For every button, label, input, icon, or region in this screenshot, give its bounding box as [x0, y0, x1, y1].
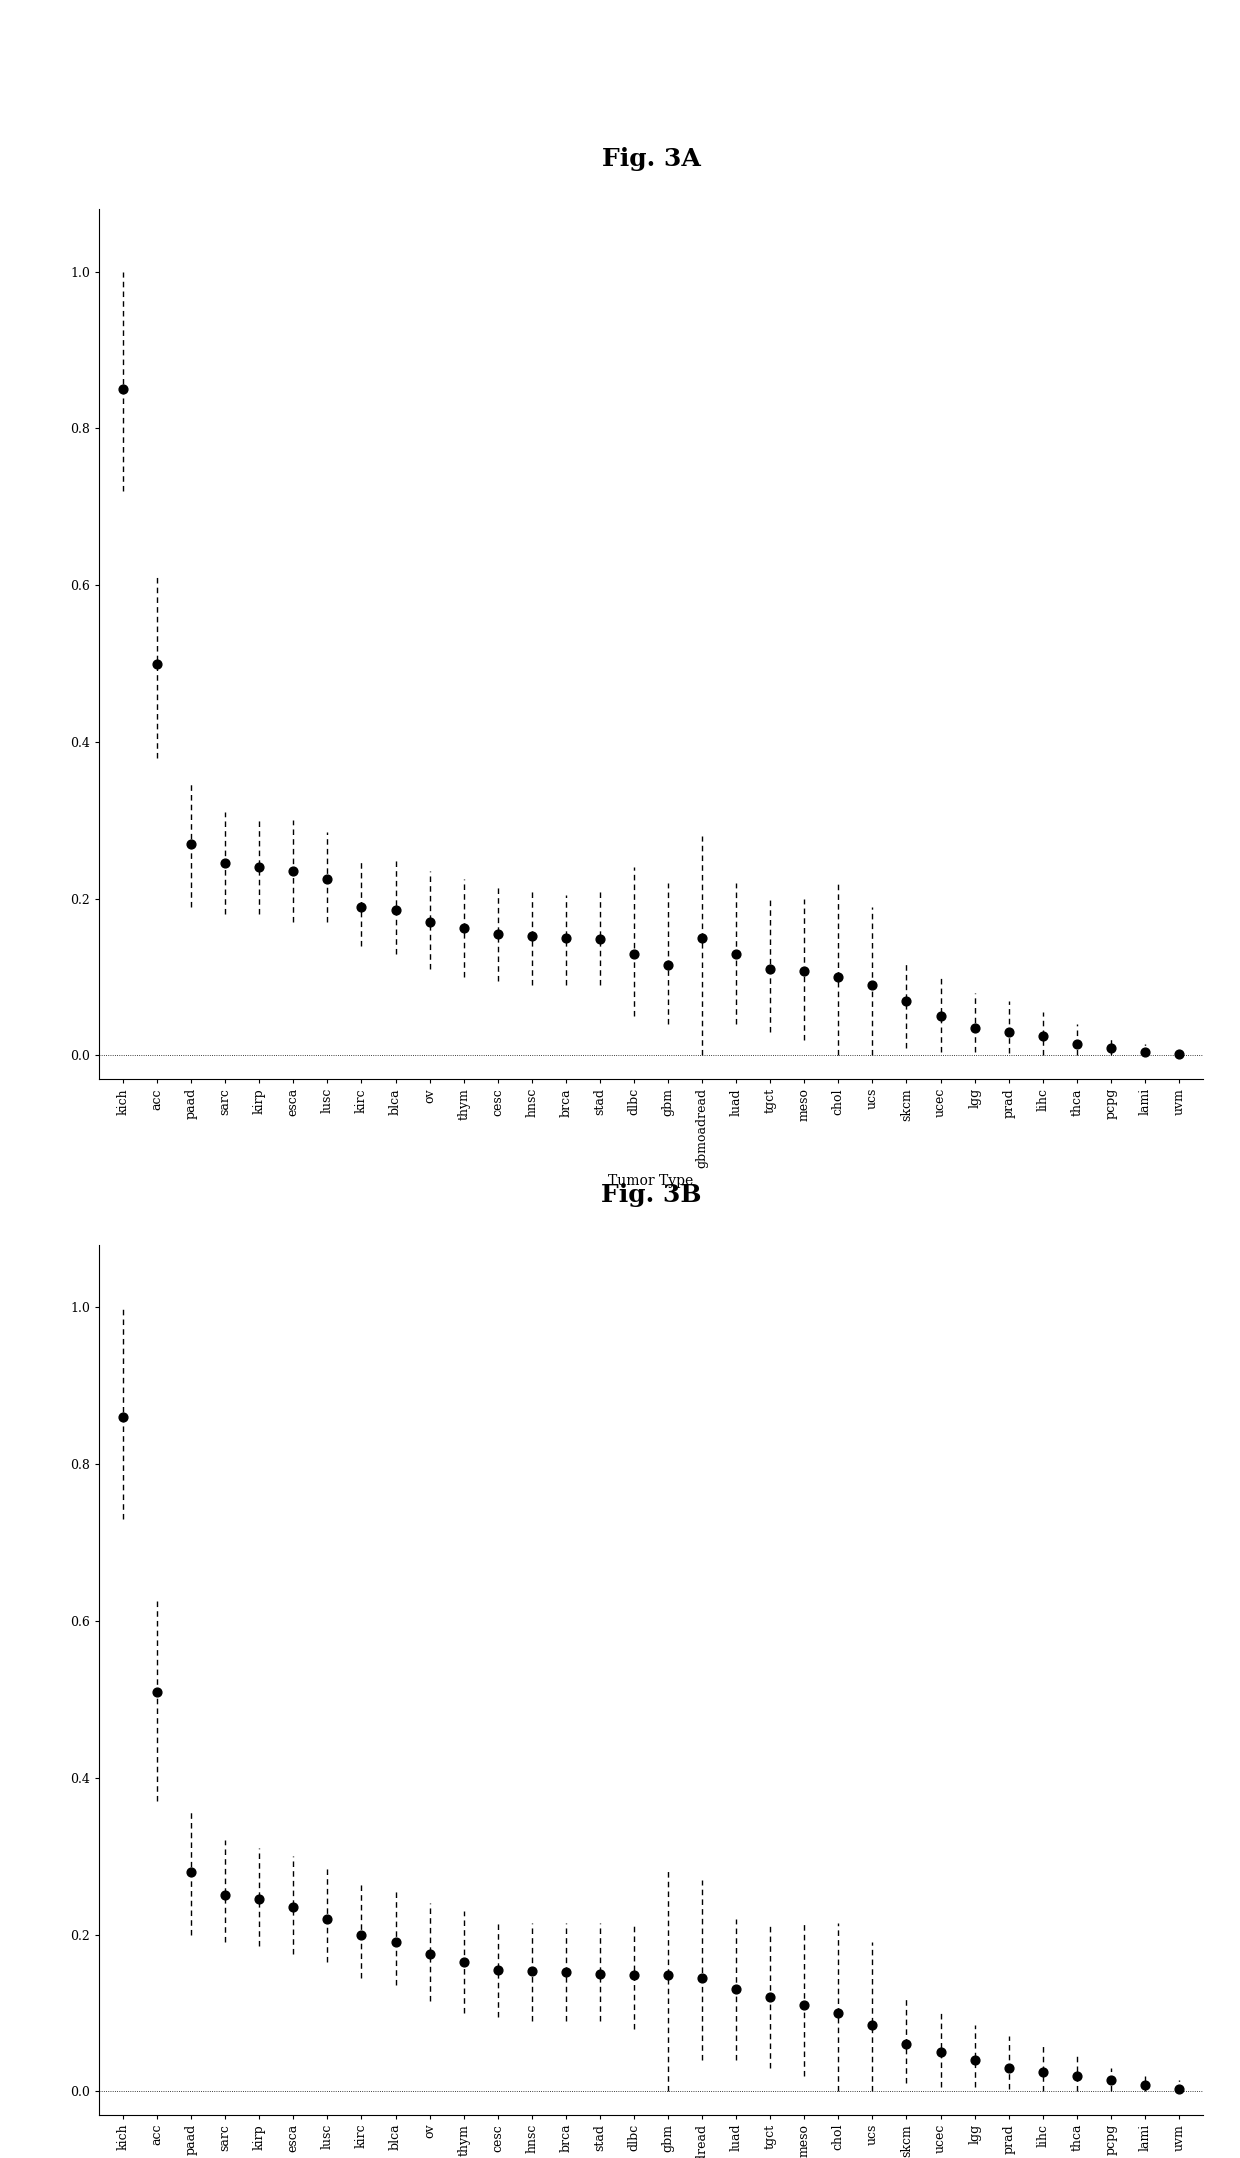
Point	[965, 2044, 985, 2078]
Point	[249, 850, 269, 885]
Point	[556, 1955, 575, 1990]
Point	[216, 846, 236, 880]
Point	[113, 371, 133, 406]
Point	[863, 2007, 883, 2041]
Point	[760, 1981, 780, 2016]
X-axis label: Tumor Type: Tumor Type	[609, 1174, 693, 1187]
Point	[487, 1953, 507, 1988]
Point	[419, 904, 439, 939]
Point	[998, 1014, 1018, 1049]
Text: Fig. 3A: Fig. 3A	[601, 147, 701, 170]
Point	[1033, 1019, 1053, 1053]
Point	[113, 1401, 133, 1435]
Point	[998, 2050, 1018, 2085]
Point	[692, 921, 712, 956]
Point	[317, 1901, 337, 1936]
Point	[249, 1882, 269, 1916]
Point	[897, 984, 916, 1019]
Point	[386, 893, 405, 928]
Point	[352, 1916, 372, 1951]
Point	[658, 1957, 678, 1992]
Point	[760, 952, 780, 986]
Point	[419, 1938, 439, 1972]
Text: Fig. 3B: Fig. 3B	[600, 1183, 702, 1206]
Point	[1033, 2054, 1053, 2089]
Point	[148, 645, 167, 680]
Point	[727, 937, 746, 971]
Point	[624, 937, 644, 971]
Point	[1066, 1027, 1086, 1062]
Point	[556, 921, 575, 956]
Point	[590, 1957, 610, 1992]
Point	[965, 1010, 985, 1044]
Point	[1101, 1029, 1121, 1064]
Point	[828, 1996, 848, 2031]
Point	[148, 1675, 167, 1709]
Point	[284, 1890, 304, 1925]
Point	[284, 855, 304, 889]
Point	[1066, 2059, 1086, 2093]
Point	[1135, 1034, 1154, 1068]
Point	[352, 889, 372, 924]
Point	[795, 954, 815, 988]
Point	[930, 2035, 950, 2070]
Point	[897, 2026, 916, 2061]
Point	[930, 999, 950, 1034]
Point	[863, 967, 883, 1001]
Point	[454, 911, 474, 945]
Point	[522, 1955, 542, 1990]
Point	[692, 1959, 712, 1994]
Point	[216, 1877, 236, 1912]
Point	[1169, 2072, 1189, 2106]
Point	[522, 919, 542, 954]
Point	[1169, 1036, 1189, 1070]
Point	[454, 1944, 474, 1979]
Point	[828, 960, 848, 995]
Point	[317, 861, 337, 896]
Point	[181, 827, 201, 861]
Point	[727, 1972, 746, 2007]
Point	[658, 947, 678, 982]
Point	[386, 1925, 405, 1959]
Point	[1101, 2063, 1121, 2098]
Point	[1135, 2067, 1154, 2102]
Point	[590, 921, 610, 956]
Point	[181, 1854, 201, 1888]
Point	[487, 917, 507, 952]
Point	[624, 1957, 644, 1992]
Point	[795, 1988, 815, 2022]
